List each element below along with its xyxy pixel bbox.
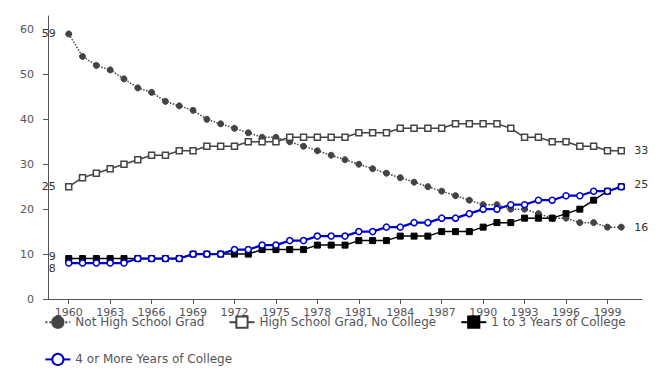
svg-text:1966: 1966 — [137, 306, 166, 319]
svg-text:1978: 1978 — [303, 306, 332, 319]
svg-text:0: 0 — [27, 293, 34, 306]
svg-text:1996: 1996 — [552, 306, 580, 319]
svg-text:1999: 1999 — [593, 306, 622, 319]
svg-text:High School Grad, No College: High School Grad, No College — [259, 315, 436, 329]
svg-text:10: 10 — [20, 248, 34, 261]
svg-text:1 to 3 Years of College: 1 to 3 Years of College — [491, 315, 625, 329]
svg-text:1981: 1981 — [344, 306, 373, 319]
svg-text:1972: 1972 — [220, 306, 249, 319]
svg-text:4 or More Years of College: 4 or More Years of College — [75, 352, 232, 366]
svg-text:40: 40 — [20, 113, 34, 126]
svg-text:50: 50 — [20, 68, 34, 81]
svg-text:59: 59 — [42, 27, 56, 40]
svg-text:1960: 1960 — [54, 306, 83, 319]
svg-text:Not High School Grad: Not High School Grad — [75, 315, 204, 329]
svg-text:1969: 1969 — [179, 306, 207, 319]
svg-text:20: 20 — [20, 203, 34, 216]
svg-text:1975: 1975 — [261, 306, 290, 319]
svg-text:1990: 1990 — [469, 306, 498, 319]
svg-text:1963: 1963 — [96, 306, 125, 319]
svg-text:33: 33 — [634, 144, 648, 157]
svg-text:30: 30 — [20, 158, 34, 171]
svg-text:25: 25 — [634, 178, 648, 191]
svg-text:8: 8 — [49, 262, 56, 275]
svg-text:1984: 1984 — [386, 306, 415, 319]
svg-text:16: 16 — [634, 221, 648, 234]
svg-text:25: 25 — [42, 180, 56, 193]
svg-text:1987: 1987 — [427, 306, 456, 319]
svg-text:9: 9 — [48, 249, 56, 263]
svg-text:1993: 1993 — [510, 306, 539, 319]
svg-text:60: 60 — [20, 23, 34, 36]
